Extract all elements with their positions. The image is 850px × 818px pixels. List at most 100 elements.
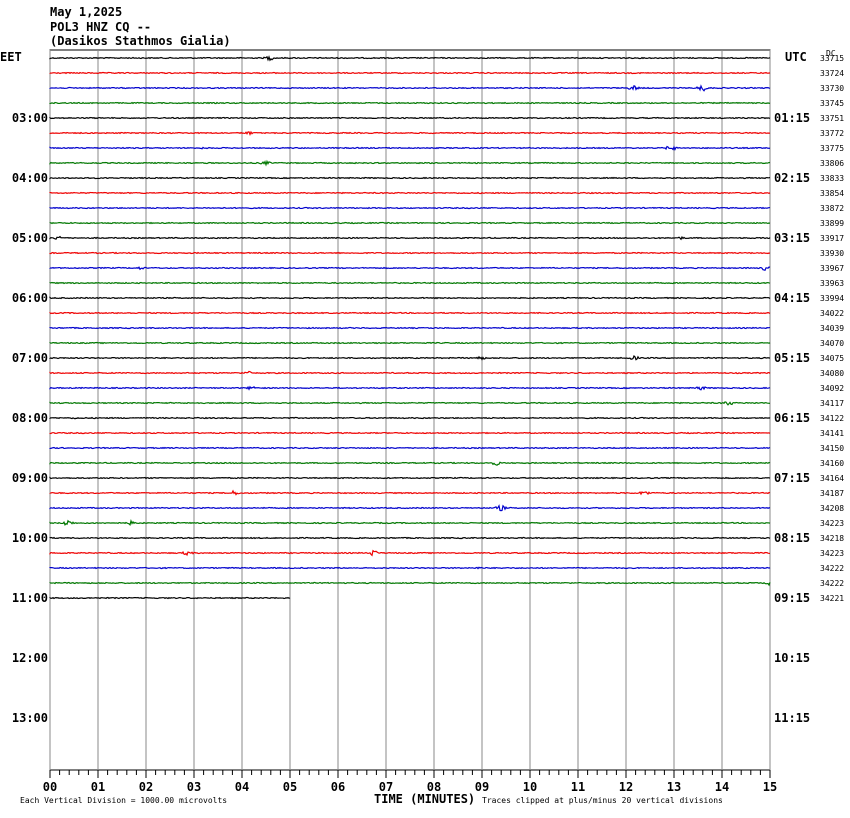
trace [49, 416, 771, 420]
trace [49, 461, 771, 466]
trace [49, 518, 771, 527]
trace [49, 116, 771, 120]
trace [49, 84, 771, 92]
left-hour-label: 05:00 [12, 231, 48, 245]
right-hour-label: 09:15 [774, 591, 810, 605]
location: (Dasikos Stathmos Gialia) [50, 34, 231, 48]
station: POL3 HNZ CQ -- [50, 20, 151, 34]
trace [49, 476, 771, 480]
right-timezone: UTC [785, 50, 807, 64]
trace-count: 34208 [820, 504, 844, 513]
trace [49, 251, 771, 255]
dc-label: DC [826, 49, 836, 58]
left-hour-label: 08:00 [12, 411, 48, 425]
trace-count: 33963 [820, 279, 844, 288]
trace [49, 206, 771, 210]
trace-count: 34075 [820, 354, 844, 363]
trace-count: 33854 [820, 189, 844, 198]
left-hour-label: 10:00 [12, 531, 48, 545]
x-tick-label: 10 [523, 780, 537, 794]
trace [49, 281, 771, 285]
trace-count: 34187 [820, 489, 844, 498]
right-hour-label: 01:15 [774, 111, 810, 125]
trace [49, 566, 771, 570]
trace [49, 266, 771, 272]
x-tick-label: 09 [475, 780, 489, 794]
trace [49, 101, 771, 105]
x-tick-label: 05 [283, 780, 297, 794]
trace-count: 34039 [820, 324, 844, 333]
right-hour-label: 06:15 [774, 411, 810, 425]
left-hour-label: 12:00 [12, 651, 48, 665]
trace-count: 33730 [820, 84, 844, 93]
trace-count: 34223 [820, 549, 844, 558]
x-tick-label: 01 [91, 780, 105, 794]
trace [49, 130, 771, 136]
trace [49, 235, 771, 241]
trace-count: 34141 [820, 429, 844, 438]
x-tick-label: 04 [235, 780, 249, 794]
left-hour-label: 03:00 [12, 111, 48, 125]
trace-count: 33772 [820, 129, 844, 138]
x-tick-label: 11 [571, 780, 585, 794]
trace [49, 489, 771, 496]
right-hour-label: 08:15 [774, 531, 810, 545]
right-hour-label: 05:15 [774, 351, 810, 365]
trace-count: 33715 [820, 54, 844, 63]
trace-count: 34164 [820, 474, 844, 483]
trace-count: 33833 [820, 174, 844, 183]
x-tick-label: 12 [619, 780, 633, 794]
trace-count: 34122 [820, 414, 844, 423]
trace-count: 34223 [820, 519, 844, 528]
trace [49, 385, 771, 391]
trace-count: 34092 [820, 384, 844, 393]
left-hour-label: 11:00 [12, 591, 48, 605]
trace [49, 446, 771, 450]
right-hour-label: 02:15 [774, 171, 810, 185]
trace [49, 191, 771, 195]
trace [49, 536, 771, 540]
left-hour-label: 04:00 [12, 171, 48, 185]
x-axis-title: TIME (MINUTES) [374, 792, 475, 806]
trace [49, 596, 291, 600]
right-hour-label: 11:15 [774, 711, 810, 725]
trace [49, 159, 771, 167]
trace-count: 33917 [820, 234, 844, 243]
trace-count: 33994 [820, 294, 844, 303]
right-hour-label: 10:15 [774, 651, 810, 665]
plot-frame [49, 49, 771, 771]
left-hour-label: 07:00 [12, 351, 48, 365]
trace [49, 176, 771, 180]
trace [49, 401, 771, 406]
trace-count: 33872 [820, 204, 844, 213]
trace [49, 55, 771, 62]
trace [49, 326, 771, 330]
trace-count: 34160 [820, 459, 844, 468]
x-tick-label: 00 [43, 780, 57, 794]
trace [49, 504, 771, 512]
trace-count: 33724 [820, 69, 844, 78]
left-hour-label: 06:00 [12, 291, 48, 305]
left-hour-label: 13:00 [12, 711, 48, 725]
trace [49, 71, 771, 75]
trace-count: 34080 [820, 369, 844, 378]
trace-count: 34150 [820, 444, 844, 453]
x-tick-label: 13 [667, 780, 681, 794]
x-tick-label: 15 [763, 780, 777, 794]
trace [49, 145, 771, 151]
trace [49, 341, 771, 345]
x-tick-label: 03 [187, 780, 201, 794]
trace-count: 33899 [820, 219, 844, 228]
trace [49, 296, 771, 300]
trace [49, 311, 771, 315]
trace [49, 581, 771, 587]
x-tick-label: 02 [139, 780, 153, 794]
trace-count: 33745 [820, 99, 844, 108]
right-hour-label: 03:15 [774, 231, 810, 245]
trace-count: 34117 [820, 399, 844, 408]
trace [49, 370, 771, 375]
scale-note: Each Vertical Division = 1000.00 microvo… [20, 796, 227, 805]
x-tick-label: 14 [715, 780, 729, 794]
trace [49, 355, 771, 361]
trace-count: 33930 [820, 249, 844, 258]
